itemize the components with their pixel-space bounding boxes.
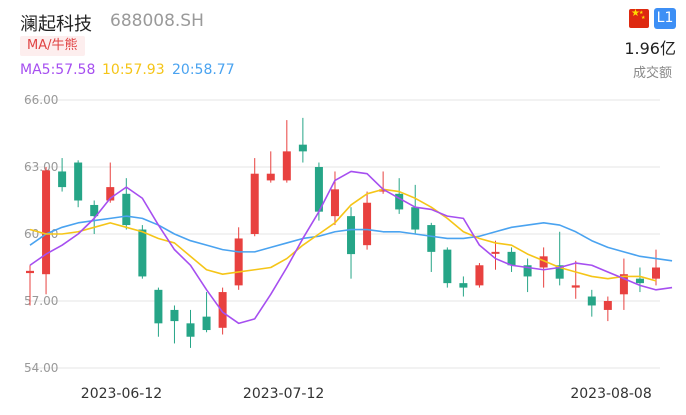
candle-body [122, 193, 131, 226]
candle[interactable] [298, 117, 307, 163]
candle-body [379, 189, 388, 192]
candle-body [202, 316, 211, 331]
candle[interactable] [635, 267, 644, 293]
candle[interactable] [619, 258, 628, 310]
candle[interactable] [282, 120, 291, 183]
candle-body [58, 171, 67, 188]
candle-body [571, 285, 580, 288]
candle-body [347, 216, 356, 255]
candle-body [154, 289, 163, 324]
candle-body [314, 167, 323, 212]
candle-body [266, 173, 275, 181]
candle[interactable] [427, 222, 436, 272]
candle[interactable] [58, 158, 67, 192]
ma5-line [29, 170, 673, 325]
candle[interactable] [587, 289, 596, 317]
candle-body [186, 323, 195, 337]
candle[interactable] [347, 207, 356, 279]
candle[interactable] [491, 240, 500, 270]
y-tick-label: 57.00 [24, 294, 58, 308]
candle[interactable] [475, 263, 484, 288]
candle-body [539, 256, 548, 268]
candle-body [652, 267, 660, 279]
candle[interactable] [571, 260, 580, 299]
candle-body [603, 301, 612, 310]
candle[interactable] [523, 258, 532, 293]
candle-body [523, 265, 532, 277]
candle-body [507, 251, 516, 266]
candle-body [218, 292, 227, 328]
ma10-legend: 10:57.93 [102, 62, 165, 78]
candle[interactable] [138, 225, 147, 279]
candle[interactable] [266, 151, 275, 183]
candle[interactable] [106, 162, 115, 203]
candle-body [427, 225, 436, 252]
candle[interactable] [74, 160, 83, 208]
candle-body [587, 296, 596, 306]
candle[interactable] [539, 247, 548, 288]
candle-body [90, 204, 99, 217]
candle[interactable] [363, 191, 372, 250]
candle-body [250, 173, 259, 234]
candle-body [330, 189, 339, 217]
candle-body [234, 238, 243, 286]
candle[interactable] [652, 249, 660, 286]
x-tick-label: 2023-06-12 [81, 386, 162, 402]
candle-body [459, 283, 468, 288]
candle-body [363, 202, 372, 246]
candle-body [411, 207, 420, 230]
candle[interactable] [202, 292, 211, 333]
candle[interactable] [395, 178, 404, 214]
y-tick-label: 66.00 [24, 93, 58, 107]
candle[interactable] [26, 265, 34, 306]
candle-body [491, 251, 500, 254]
candle-body [74, 162, 83, 201]
volume-label: 成交额 [632, 66, 672, 81]
candle[interactable] [411, 184, 420, 234]
candle-body [282, 151, 291, 181]
ma20-legend: 20:58.77 [172, 62, 235, 78]
candle[interactable] [234, 227, 243, 290]
x-tick-label: 2023-07-12 [243, 386, 324, 402]
candle-body [170, 309, 179, 322]
candle[interactable] [170, 305, 179, 344]
china-flag-icon[interactable]: ★ ★ ★ [629, 9, 649, 28]
stock-code: 688008.SH [110, 11, 204, 31]
candle-body [635, 278, 644, 284]
indicator-selector-button[interactable]: MA/牛熊 [20, 36, 85, 56]
stock-name: 澜起科技 [20, 14, 92, 35]
candle-body [555, 265, 564, 279]
level-badge[interactable]: L1 [654, 8, 676, 29]
candle[interactable] [443, 247, 452, 288]
candle[interactable] [507, 247, 516, 272]
y-tick-label: 63.00 [24, 160, 58, 174]
candle[interactable] [154, 287, 163, 337]
ma20-line [29, 215, 673, 262]
candle-body [26, 270, 34, 274]
candle-body [106, 187, 115, 201]
candle[interactable] [555, 231, 564, 286]
candle-body [298, 144, 307, 152]
candle[interactable] [122, 178, 131, 230]
candle-body [138, 229, 147, 277]
ma5-legend: MA5:57.58 [20, 62, 96, 78]
y-tick-label: 54.00 [24, 361, 58, 375]
candle[interactable] [603, 296, 612, 322]
candle[interactable] [42, 167, 51, 295]
candle[interactable] [186, 309, 195, 348]
candle-body [443, 249, 452, 284]
x-tick-label: 2023-08-08 [570, 386, 651, 402]
candle-body [395, 193, 404, 210]
candle-body [619, 274, 628, 295]
volume-value: 1.96亿 [624, 39, 676, 58]
candle-body [475, 265, 484, 286]
ma10-line [29, 188, 657, 282]
candle[interactable] [250, 158, 259, 237]
candle[interactable] [459, 276, 468, 297]
candle-body [42, 170, 51, 275]
